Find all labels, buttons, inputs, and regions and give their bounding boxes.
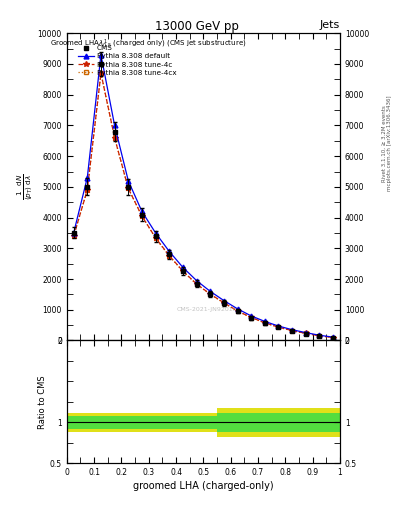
Text: mcplots.cern.ch [arXiv:1306.3436]: mcplots.cern.ch [arXiv:1306.3436] [387, 96, 392, 191]
Text: Rivet 3.1.10, ≥ 3.2M events: Rivet 3.1.10, ≥ 3.2M events [382, 105, 387, 182]
Text: Groomed LHA$\lambda^1_{0.5}$ (charged only) (CMS jet substructure): Groomed LHA$\lambda^1_{0.5}$ (charged on… [50, 38, 247, 51]
Y-axis label: $\frac{1}{\langle p_T \rangle} \frac{\mathrm{d}N}{\mathrm{d}\lambda}$: $\frac{1}{\langle p_T \rangle} \frac{\ma… [15, 174, 35, 200]
Text: Jets: Jets [320, 20, 340, 31]
Text: CMS-2021-JN920187: CMS-2021-JN920187 [176, 307, 241, 312]
Legend: CMS, Pythia 8.308 default, Pythia 8.308 tune-4c, Pythia 8.308 tune-4cx: CMS, Pythia 8.308 default, Pythia 8.308 … [76, 43, 179, 78]
X-axis label: groomed LHA (charged-only): groomed LHA (charged-only) [133, 481, 274, 492]
Y-axis label: Ratio to CMS: Ratio to CMS [38, 375, 47, 429]
Text: 13000 GeV pp: 13000 GeV pp [154, 20, 239, 33]
